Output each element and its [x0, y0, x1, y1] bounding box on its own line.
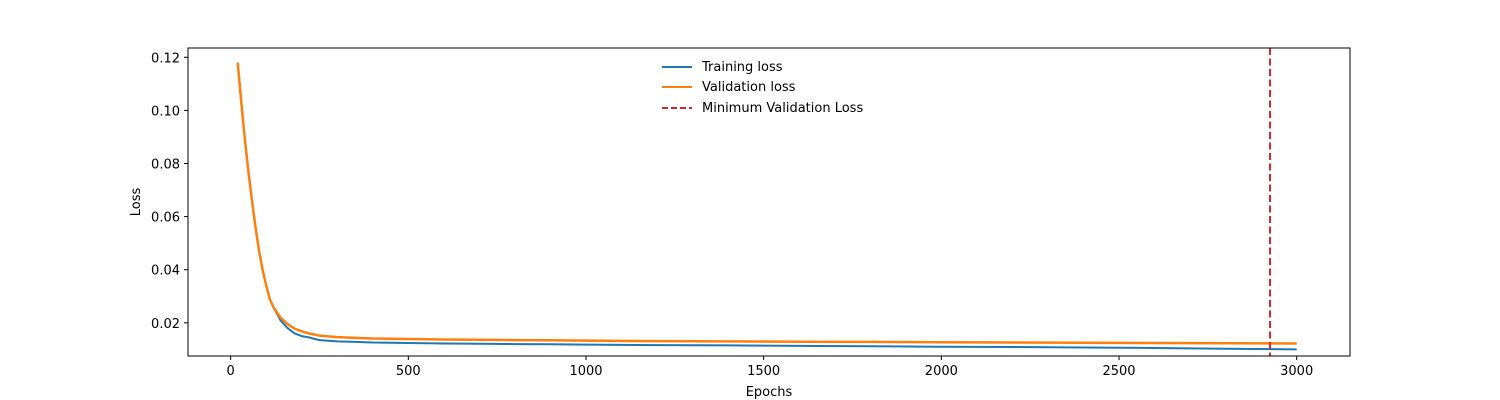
y-axis: 0.02 0.04 0.06 0.08 0.10 0.12: [151, 51, 188, 332]
x-axis-label: Epochs: [746, 385, 793, 400]
legend-label-minimum-validation-loss: Minimum Validation Loss: [702, 101, 863, 116]
x-tick-label: 3000: [1280, 364, 1313, 379]
y-tick-label: 0.04: [151, 264, 180, 279]
y-tick-label: 0.06: [151, 211, 180, 226]
x-tick-label: 2500: [1102, 364, 1135, 379]
legend: Training loss Validation loss Minimum Va…: [662, 60, 863, 116]
y-tick-label: 0.02: [151, 317, 180, 332]
x-tick-label: 0: [227, 364, 235, 379]
x-axis: 0 500 1000 1500 2000 2500 3000: [227, 356, 1313, 379]
x-tick-label: 2000: [925, 364, 958, 379]
x-tick-label: 500: [396, 364, 421, 379]
legend-label-training-loss: Training loss: [701, 60, 783, 75]
x-tick-label: 1500: [747, 364, 780, 379]
y-axis-label: Loss: [129, 188, 144, 217]
legend-label-validation-loss: Validation loss: [702, 80, 796, 95]
x-tick-label: 1000: [569, 364, 602, 379]
plot-marks: [236, 48, 1297, 356]
y-tick-label: 0.08: [151, 158, 180, 173]
y-tick-label: 0.10: [151, 104, 180, 119]
series-line-validation-loss: [236, 62, 1297, 345]
y-tick-label: 0.12: [151, 51, 180, 66]
plot-frame: [187, 47, 1351, 357]
